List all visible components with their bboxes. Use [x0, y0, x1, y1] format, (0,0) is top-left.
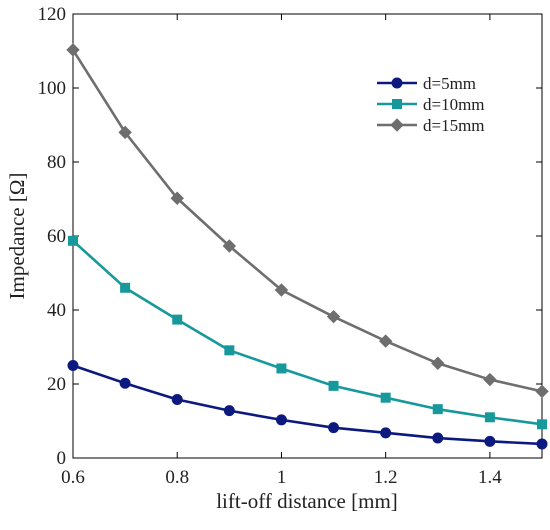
- data-point: [68, 235, 78, 246]
- data-point: [222, 239, 237, 253]
- data-point: [120, 282, 131, 293]
- x-tick-label: 1: [277, 467, 287, 488]
- x-tick-label: 0.6: [61, 467, 85, 488]
- y-tick-label: 100: [38, 78, 67, 99]
- data-point: [536, 438, 548, 450]
- series-line: [72, 239, 543, 426]
- data-point: [378, 334, 393, 348]
- data-series: [66, 43, 549, 450]
- data-point: [66, 43, 80, 57]
- data-point: [537, 419, 547, 430]
- axis-ticks: 0.6 0.8 1 1.2 1.4 0 20 40 60 80 100 120: [38, 4, 542, 488]
- data-point: [223, 405, 235, 417]
- data-point: [535, 384, 549, 399]
- x-tick-label: 1.2: [374, 467, 398, 488]
- data-point: [119, 377, 131, 389]
- y-tick-label: 20: [47, 374, 66, 395]
- data-point: [171, 394, 183, 406]
- y-tick-label: 40: [47, 300, 66, 321]
- data-point: [380, 427, 392, 439]
- legend: d=5mm d=10mm d=15mm: [377, 74, 485, 135]
- legend-marker: [391, 77, 403, 89]
- series-3: [66, 43, 549, 399]
- y-axis-label: Impedance [Ω]: [5, 173, 29, 300]
- legend-label: d=15mm: [423, 116, 485, 135]
- x-axis-label: lift-off distance [mm]: [216, 489, 398, 513]
- data-point: [118, 125, 132, 140]
- legend-marker: [392, 99, 402, 109]
- data-point: [274, 283, 289, 297]
- data-point: [172, 314, 183, 325]
- data-point: [431, 356, 445, 370]
- data-point: [276, 363, 287, 374]
- data-point: [380, 392, 391, 403]
- data-point: [326, 309, 341, 324]
- y-tick-label: 60: [47, 226, 66, 247]
- y-tick-label: 120: [38, 4, 67, 25]
- data-point: [484, 412, 495, 423]
- x-tick-label: 1.4: [478, 467, 502, 488]
- series-1: [67, 360, 548, 450]
- data-point: [483, 372, 497, 387]
- legend-item: d=15mm: [377, 116, 485, 135]
- data-point: [328, 380, 339, 391]
- data-point: [484, 435, 496, 447]
- y-tick-label: 0: [57, 448, 67, 469]
- series-2: [68, 235, 547, 430]
- legend-marker: [390, 118, 404, 132]
- data-point: [328, 422, 340, 434]
- series-line: [71, 49, 543, 393]
- data-point: [224, 345, 235, 356]
- series-line: [72, 364, 543, 446]
- data-point: [432, 432, 444, 444]
- legend-item: d=5mm: [377, 74, 476, 93]
- legend-item: d=10mm: [377, 95, 485, 114]
- y-tick-label: 80: [47, 152, 66, 173]
- data-point: [432, 404, 443, 415]
- data-point: [170, 191, 184, 205]
- x-tick-label: 0.8: [165, 467, 189, 488]
- legend-label: d=10mm: [423, 95, 485, 114]
- data-point: [275, 414, 287, 426]
- data-point: [67, 360, 79, 371]
- legend-label: d=5mm: [423, 74, 476, 93]
